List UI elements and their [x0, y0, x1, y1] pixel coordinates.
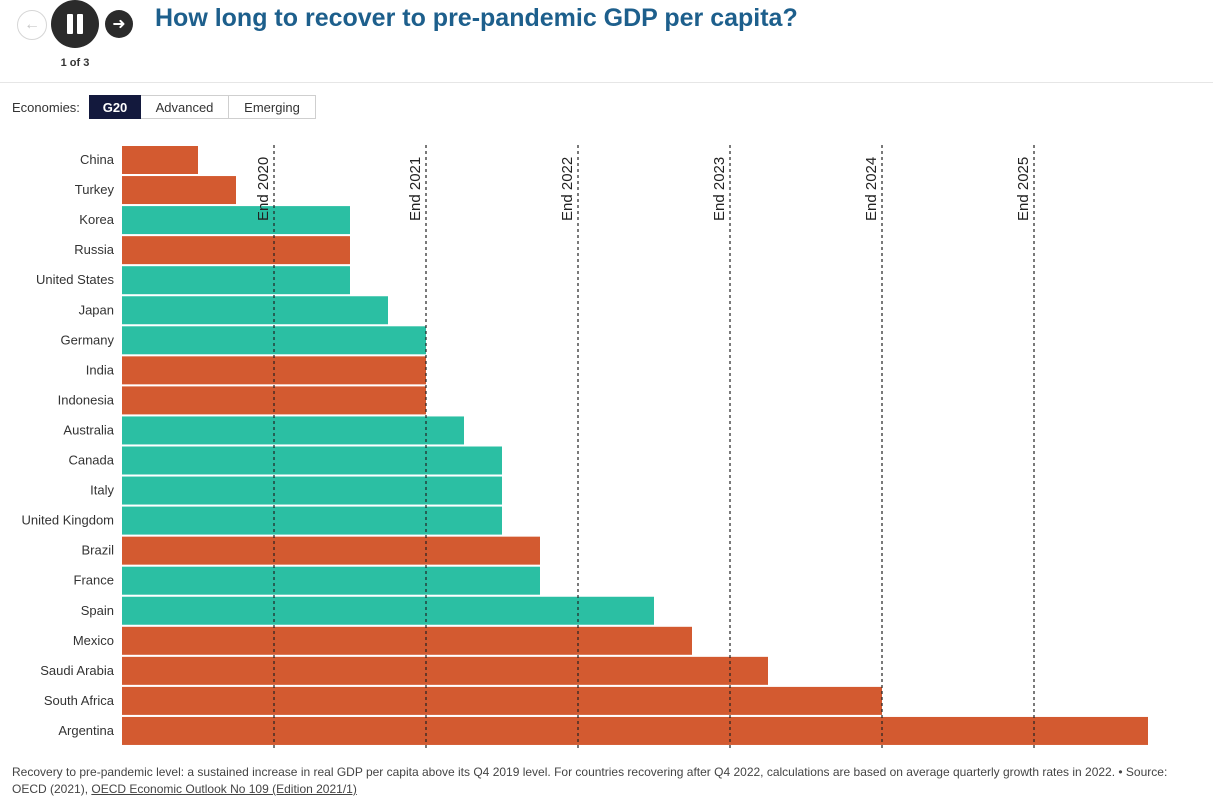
arrow-left-icon: ←: [24, 16, 40, 33]
bar-mexico[interactable]: [122, 626, 692, 655]
category-label: United States: [36, 272, 115, 287]
category-label: Mexico: [73, 633, 114, 648]
filter-emerging-button[interactable]: Emerging: [229, 95, 316, 119]
bar-saudi-arabia[interactable]: [122, 656, 768, 685]
reference-line-label: End 2022: [559, 157, 576, 221]
bar-turkey[interactable]: [122, 176, 236, 205]
bar-china[interactable]: [122, 146, 198, 174]
category-label: United Kingdom: [22, 513, 115, 528]
previous-slide-button[interactable]: ←: [17, 10, 47, 40]
bar-canada[interactable]: [122, 446, 502, 475]
bar-brazil[interactable]: [122, 536, 540, 565]
category-label: Japan: [79, 302, 114, 317]
category-label: Germany: [61, 332, 115, 347]
arrow-right-icon: ➜: [112, 16, 126, 33]
filter-advanced-button[interactable]: Advanced: [141, 95, 229, 119]
reference-line-label: End 2025: [1015, 157, 1032, 221]
category-label: Korea: [79, 212, 114, 227]
bar-australia[interactable]: [122, 416, 464, 445]
category-label: Turkey: [75, 182, 115, 197]
reference-line-label: End 2024: [863, 157, 880, 221]
bar-france[interactable]: [122, 566, 540, 595]
reference-line-label: End 2023: [711, 157, 728, 221]
bar-japan[interactable]: [122, 296, 388, 325]
bar-spain[interactable]: [122, 596, 654, 625]
reference-line-label: End 2020: [255, 157, 272, 221]
economies-filter: G20 Advanced Emerging: [89, 95, 316, 119]
footnote-text: Recovery to pre-pandemic level: a sustai…: [12, 765, 1168, 796]
slide-counter: 1 of 3: [60, 57, 90, 69]
filter-g20-button[interactable]: G20: [89, 95, 141, 119]
category-label: South Africa: [44, 693, 115, 708]
category-label: Argentina: [58, 723, 114, 738]
reference-line-label: End 2021: [407, 157, 424, 221]
bar-united-states[interactable]: [122, 266, 350, 295]
category-label: Saudi Arabia: [40, 663, 114, 678]
pause-icon: [65, 14, 85, 34]
recovery-bar-chart: China Turkey Korea Russia United States Japan…: [22, 145, 1148, 748]
bar-argentina[interactable]: [122, 716, 1148, 745]
source-link[interactable]: OECD Economic Outlook No 109 (Edition 20…: [91, 782, 357, 796]
category-label: India: [86, 362, 115, 377]
header-divider: [0, 82, 1213, 83]
bar-south-africa[interactable]: [122, 686, 882, 715]
category-label: China: [80, 152, 115, 167]
economies-filter-label: Economies:: [12, 100, 80, 115]
category-label: France: [74, 573, 114, 588]
bar-russia[interactable]: [122, 236, 350, 265]
next-slide-button[interactable]: ➜: [105, 10, 133, 38]
bar-italy[interactable]: [122, 476, 502, 505]
bar-korea[interactable]: [122, 206, 350, 235]
pause-button[interactable]: [51, 0, 99, 48]
category-label: Italy: [90, 483, 114, 498]
category-label: Indonesia: [58, 392, 115, 407]
category-label: Canada: [68, 453, 114, 468]
category-label: Brazil: [81, 543, 114, 558]
bar-united-kingdom[interactable]: [122, 506, 502, 535]
category-label: Spain: [81, 603, 114, 618]
chart-title: How long to recover to pre-pandemic GDP …: [155, 4, 798, 32]
category-label: Russia: [74, 242, 115, 257]
footnote: Recovery to pre-pandemic level: a sustai…: [12, 764, 1202, 798]
category-label: Australia: [63, 422, 114, 437]
